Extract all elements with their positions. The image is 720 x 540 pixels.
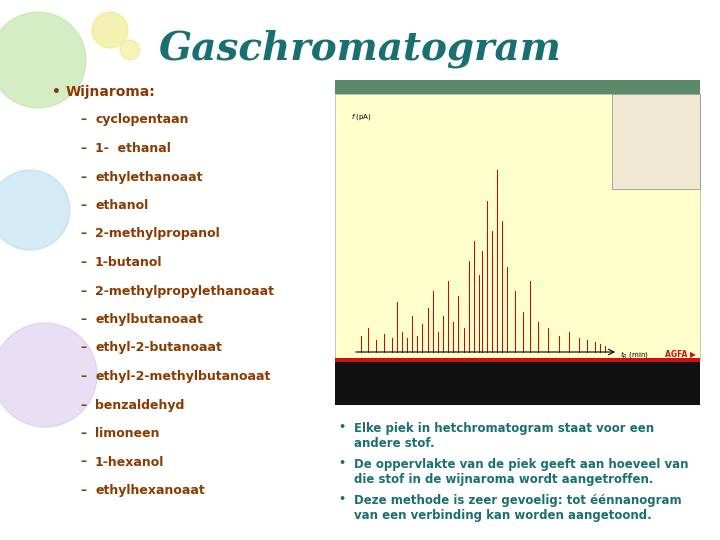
Text: Gaschromatogram: Gaschromatogram [158, 30, 562, 69]
Text: –: – [80, 199, 86, 212]
Text: –: – [80, 256, 86, 269]
Circle shape [120, 40, 140, 60]
Text: •: • [338, 422, 345, 432]
Text: •: • [338, 458, 345, 468]
Text: ethylbutanoaat: ethylbutanoaat [95, 313, 203, 326]
Text: –: – [80, 113, 86, 126]
Text: 2-methylpropylethanoaat: 2-methylpropylethanoaat [95, 285, 274, 298]
Circle shape [92, 12, 128, 48]
Circle shape [0, 12, 86, 108]
Text: –: – [80, 456, 86, 469]
Bar [335, 360, 700, 405]
Text: •: • [52, 85, 61, 99]
Text: ethyl-2-methylbutanoaat: ethyl-2-methylbutanoaat [95, 370, 271, 383]
Text: $t_R$ (min): $t_R$ (min) [620, 348, 649, 360]
Text: 2-methylpropanol: 2-methylpropanol [95, 227, 220, 240]
Text: –: – [80, 285, 86, 298]
Text: –: – [80, 427, 86, 440]
Text: Deze methode is zeer gevoelig: tot éénnanogram
van een verbinding kan worden aan: Deze methode is zeer gevoelig: tot éénna… [354, 494, 682, 522]
Text: cyclopentaan: cyclopentaan [95, 113, 189, 126]
Bar [335, 80, 700, 94]
Text: –: – [80, 313, 86, 326]
Text: Elke piek in hetchromatogram staat voor een
andere stof.: Elke piek in hetchromatogram staat voor … [354, 422, 654, 450]
Text: ethyl-2-butanoaat: ethyl-2-butanoaat [95, 341, 222, 354]
Text: –: – [80, 370, 86, 383]
Text: 1-hexanol: 1-hexanol [95, 456, 164, 469]
Text: –: – [80, 171, 86, 184]
Text: –: – [80, 227, 86, 240]
Circle shape [0, 170, 70, 250]
Bar [335, 94, 700, 360]
Text: AGFA ▶: AGFA ▶ [665, 349, 696, 358]
Text: ethanol: ethanol [95, 199, 148, 212]
Text: limoneen: limoneen [95, 427, 160, 440]
Text: De oppervlakte van de piek geeft aan hoeveel van
die stof in de wijnaroma wordt : De oppervlakte van de piek geeft aan hoe… [354, 458, 688, 486]
Text: –: – [80, 484, 86, 497]
Circle shape [0, 323, 97, 427]
Text: –: – [80, 399, 86, 411]
Text: –: – [80, 341, 86, 354]
Text: •: • [338, 494, 345, 504]
Text: 1-butanol: 1-butanol [95, 256, 163, 269]
Text: 1-  ethanal: 1- ethanal [95, 142, 171, 155]
Text: benzaldehyd: benzaldehyd [95, 399, 184, 411]
Text: ethylethanoaat: ethylethanoaat [95, 171, 202, 184]
Text: –: – [80, 142, 86, 155]
Text: Wijnaroma:: Wijnaroma: [66, 85, 156, 99]
Bar [335, 358, 700, 362]
Bar [612, 94, 700, 189]
Text: $f$ (pA): $f$ (pA) [351, 112, 372, 122]
Text: ethylhexanoaat: ethylhexanoaat [95, 484, 204, 497]
